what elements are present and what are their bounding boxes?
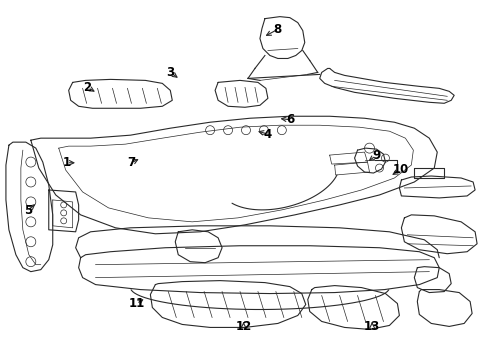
Text: 2: 2 xyxy=(83,81,92,94)
Text: 11: 11 xyxy=(128,297,144,310)
Text: 5: 5 xyxy=(23,204,32,217)
Text: 10: 10 xyxy=(391,163,407,176)
Text: 1: 1 xyxy=(62,156,71,169)
Text: 13: 13 xyxy=(363,320,380,333)
Text: 9: 9 xyxy=(371,149,379,162)
Text: 8: 8 xyxy=(273,23,281,36)
Text: 6: 6 xyxy=(286,113,294,126)
Text: 7: 7 xyxy=(127,156,135,169)
Text: 4: 4 xyxy=(263,127,271,141)
Text: 3: 3 xyxy=(166,66,174,79)
Text: 12: 12 xyxy=(235,320,251,333)
